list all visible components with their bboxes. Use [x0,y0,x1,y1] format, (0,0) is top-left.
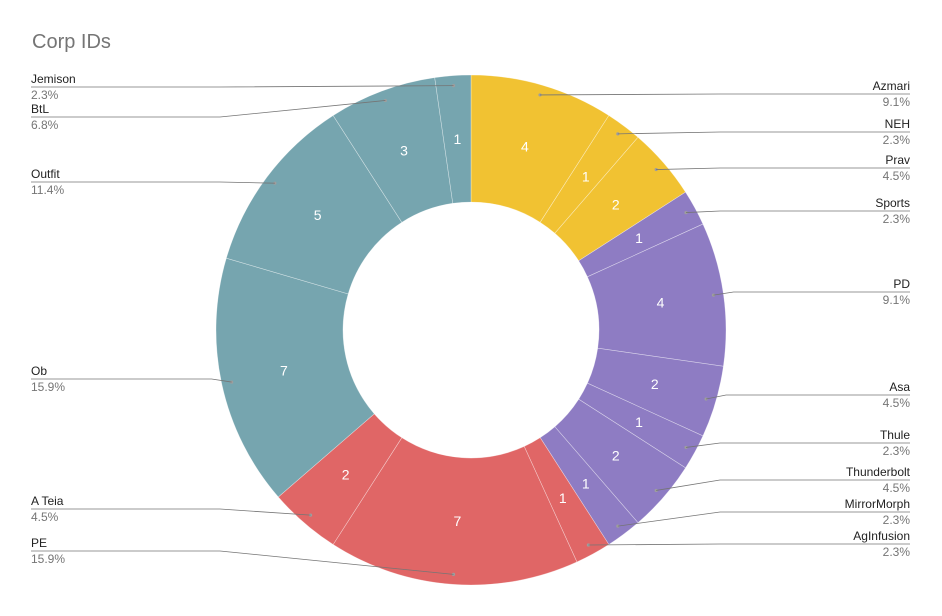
category-percent-pe: 15.9% [31,552,65,566]
slice-value-btl: 3 [400,143,408,159]
slice-value-a-teia: 2 [342,467,350,483]
category-percent-neh: 2.3% [883,133,911,147]
slice-value-ob: 7 [280,363,288,379]
leader-line-sports [686,210,910,213]
slice-value-asa: 2 [651,376,659,392]
slice-jemison [434,74,472,204]
category-label-neh: NEH [885,117,910,131]
leader-line-thunderbolt [656,479,910,491]
slice-value-thunderbolt: 2 [612,447,620,463]
category-percent-azmari: 9.1% [883,95,911,109]
leader-line-outfit [31,181,275,184]
slice-value-azmari: 4 [521,138,529,154]
leader-dot-a-teia [308,513,313,517]
category-percent-ob: 15.9% [31,380,65,394]
category-percent-thunderbolt: 4.5% [883,481,911,495]
leader-dot-mirrormorph [616,524,620,528]
slice-value-jemison: 1 [453,131,461,147]
category-percent-a-teia: 4.5% [31,510,59,524]
category-label-a-teia: A Teia [31,494,64,508]
leader-line-azmari [540,93,910,96]
leader-line-btl [31,100,386,118]
category-percent-jemison: 2.3% [31,88,59,102]
leader-line-neh [617,131,910,135]
category-label-pd: PD [893,277,910,291]
category-label-azmari: Azmari [873,79,910,93]
category-percent-outfit: 11.4% [31,183,64,197]
leader-line-asa [705,394,910,400]
category-label-sports: Sports [875,196,910,210]
category-label-asa: Asa [889,380,910,394]
category-label-thule: Thule [880,428,910,442]
category-percent-thule: 2.3% [883,444,911,458]
category-percent-sports: 2.3% [883,212,911,226]
slice-value-pe: 7 [453,513,461,529]
category-label-mirrormorph: MirrorMorph [845,497,910,511]
labels-group: 4 Azmari 9.1% 1 NEH 2.3% 2 Prav 4.5% 1 Sports 2.3% 4… [31,72,911,566]
category-label-thunderbolt: Thunderbolt [846,465,911,479]
leader-line-jemison [31,85,454,88]
slice-value-thule: 1 [635,414,643,430]
leader-lines-group [31,84,910,576]
category-label-outfit: Outfit [31,167,60,181]
leader-line-pe [31,550,454,575]
slice-value-outfit: 5 [314,207,322,223]
slices-group [215,74,727,586]
slice-value-neh: 1 [582,169,590,185]
category-label-jemison: Jemison [31,72,76,86]
category-percent-aginfusion: 2.3% [883,545,911,559]
leader-line-prav [656,167,910,170]
slice-value-pd: 4 [657,295,665,311]
slice-value-aginfusion: 1 [559,490,567,506]
leader-line-aginfusion [588,543,910,546]
category-percent-asa: 4.5% [883,396,911,410]
category-percent-mirrormorph: 2.3% [883,513,911,527]
leader-line-thule [685,442,910,448]
category-label-btl: BtL [31,102,49,116]
category-label-ob: Ob [31,364,47,378]
slice-value-mirrormorph: 1 [582,475,590,491]
slice-value-sports: 1 [635,230,643,246]
leader-line-pd [713,291,910,296]
category-percent-pd: 9.1% [883,293,911,307]
slice-pe [332,437,578,586]
category-label-aginfusion: AgInfusion [853,529,910,543]
category-percent-btl: 6.8% [31,118,59,132]
slice-value-prav: 2 [612,197,620,213]
category-label-pe: PE [31,536,47,550]
chart-title: Corp IDs [32,31,111,53]
category-percent-prav: 4.5% [883,169,911,183]
leader-line-ob [31,378,232,383]
leader-line-mirrormorph [617,511,910,527]
slice-ob [215,257,375,498]
leader-line-a-teia [31,508,311,516]
category-label-prav: Prav [885,153,910,167]
leader-dot-pe [451,572,456,576]
